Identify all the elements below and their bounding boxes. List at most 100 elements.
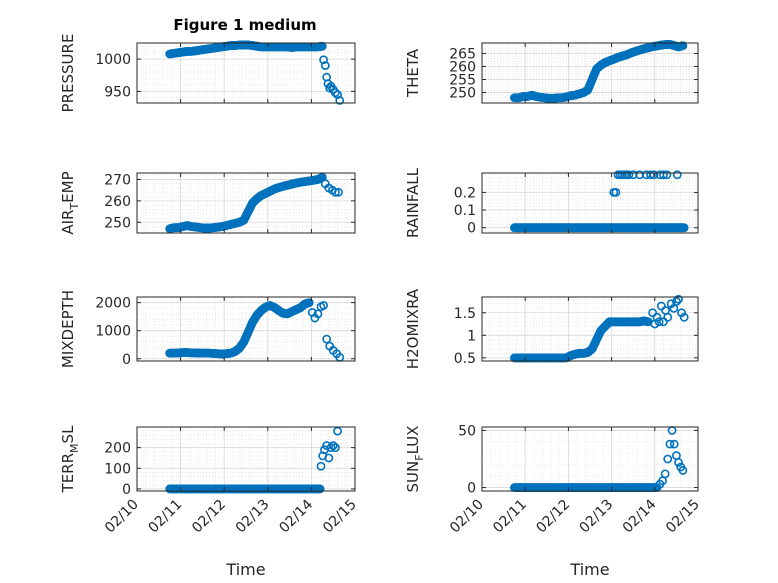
y-tick-label: 270 [104, 172, 131, 188]
data-point [320, 61, 330, 70]
series-markers [165, 172, 343, 234]
y-axis-label: THETA [404, 48, 422, 98]
data-point [335, 96, 345, 105]
y-tick-label: 0 [122, 352, 131, 368]
data-point [676, 223, 686, 233]
y-tick-label: 0 [122, 482, 131, 498]
x-tick-label: 02/11 [146, 497, 186, 537]
data-point [659, 170, 668, 180]
y-tick-label: 255 [449, 73, 476, 89]
data-point [663, 454, 673, 464]
data-point [322, 334, 332, 344]
subplot-air_temp: 250 260 270 AIRTEMP [59, 171, 356, 235]
y-tick-label: 265 [449, 46, 476, 62]
x-tick-label: 02/11 [490, 497, 530, 537]
data-point [679, 223, 689, 233]
subplot-pressure: 950 1000 PRESSURE [59, 34, 356, 113]
data-point [324, 453, 334, 463]
data-point [659, 317, 668, 327]
x-axis-label: Time [569, 560, 609, 579]
data-point [319, 55, 329, 65]
data-point [665, 439, 675, 449]
y-axis-label: RAINFALL [404, 167, 422, 238]
series-markers [510, 170, 689, 233]
y-tick-label: 1 [467, 328, 476, 344]
subplot-h2omixra: 0.5 1 1.5 H2OMIXRA [404, 288, 699, 369]
x-tick-label: 02/15 [663, 497, 703, 537]
data-point [652, 312, 662, 322]
y-axis-label: AIRTEMP [59, 171, 81, 234]
x-tick-label: 02/14 [276, 496, 316, 536]
data-point [656, 301, 666, 311]
data-point [652, 223, 662, 233]
subplot-mixdepth: 0 1000 2000 MIXDEPTH [59, 290, 356, 368]
data-point [654, 317, 664, 327]
data-point [304, 298, 314, 308]
y-tick-label: 250 [449, 86, 476, 102]
y-axis-label: H2OMIXRA [404, 288, 422, 369]
data-point [677, 308, 686, 318]
y-tick-label: 200 [104, 441, 131, 457]
x-axis-label: Time [225, 560, 265, 579]
axes-box [136, 172, 356, 234]
x-tick-label: 02/13 [577, 497, 617, 537]
x-tick-label: 02/10 [447, 497, 487, 537]
axes-box [136, 426, 356, 492]
data-point [334, 187, 343, 197]
data-point [328, 441, 338, 450]
subplot-rainfall: 0 0.1 0.2 RAINFALL [404, 167, 699, 238]
y-tick-label: 250 [104, 215, 131, 231]
y-tick-label: 1.5 [454, 306, 476, 322]
data-point [672, 170, 682, 180]
x-tick-label: 02/12 [189, 497, 229, 537]
y-axis-label: MIXDEPTH [59, 290, 77, 368]
data-point [316, 461, 326, 471]
data-point [319, 301, 329, 310]
data-point [665, 223, 675, 233]
y-tick-label: 0 [467, 221, 476, 237]
data-point [674, 458, 683, 467]
series-markers [510, 426, 688, 492]
series-markers [165, 298, 345, 362]
y-tick-label: 1000 [95, 324, 131, 340]
y-tick-label: 2000 [95, 296, 131, 312]
data-point [330, 187, 340, 197]
y-tick-label: 0.5 [454, 351, 476, 367]
data-point [678, 41, 688, 51]
data-point [678, 466, 688, 475]
x-tick-label: 02/13 [233, 497, 273, 537]
y-tick-label: 1000 [95, 52, 131, 68]
data-point [669, 439, 679, 449]
data-point [672, 297, 681, 306]
data-point [666, 299, 676, 309]
axes-box [481, 296, 699, 362]
y-tick-label: 0 [467, 481, 476, 497]
x-tick-label: 02/10 [102, 497, 142, 537]
data-point [313, 309, 323, 319]
y-tick-label: 950 [104, 84, 131, 100]
data-point [646, 170, 655, 180]
axes-box [136, 42, 356, 104]
y-axis-label: PRESSURE [59, 34, 77, 113]
figure-title: Figure 1 medium [173, 16, 316, 34]
series-markers [165, 426, 342, 494]
data-point [674, 294, 683, 304]
y-axis-label: TERRMSL [59, 425, 81, 494]
data-point [611, 188, 621, 197]
data-point [679, 312, 689, 322]
axes-box [136, 296, 356, 362]
axes-box [481, 42, 699, 104]
x-tick-label: 02/12 [533, 497, 573, 537]
y-tick-label: 100 [104, 461, 131, 477]
axes-box [481, 172, 699, 234]
y-axis-label: SUNFLUX [404, 426, 426, 493]
data-point [648, 308, 658, 318]
y-tick-label: 260 [449, 59, 476, 75]
y-tick-label: 0.1 [454, 203, 476, 219]
subplot-sun_flux: 0 50 02/10 02/11 02/12 02/13 02/14 02/15 Time SUN… [404, 423, 703, 579]
data-point [624, 170, 634, 180]
y-tick-label: 260 [104, 194, 131, 210]
